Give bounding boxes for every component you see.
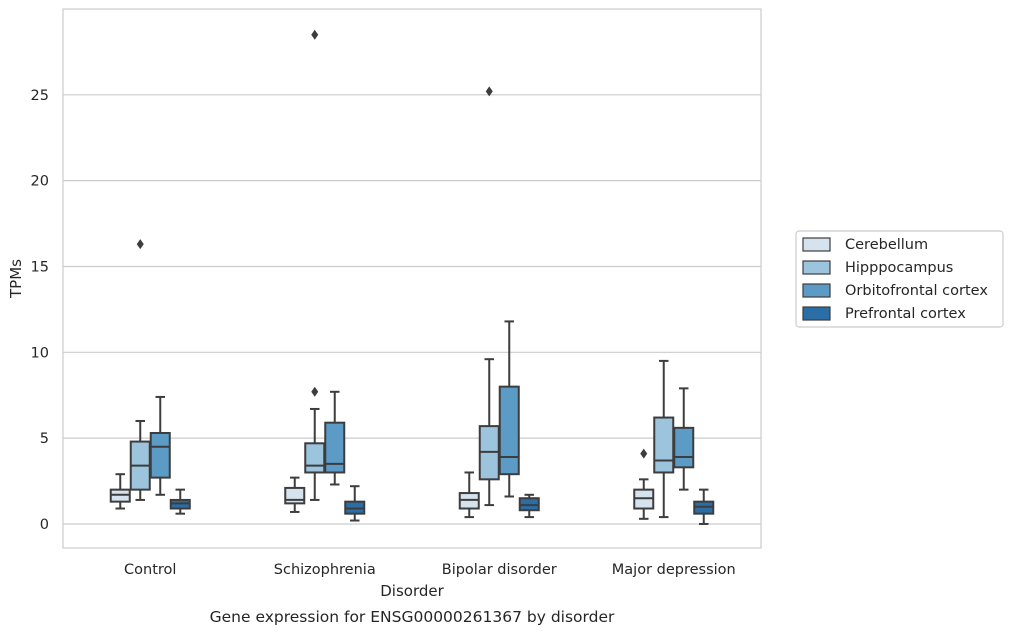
box-plot [129,239,151,501]
y-tick-label: 5 [40,431,49,447]
box-plot-groups [109,29,715,525]
box-iqr [324,421,346,474]
legend-label: Orbitofrontal cortex [845,283,988,299]
legend-swatch [802,306,831,321]
legend-swatch [802,237,831,252]
box-iqr [673,426,695,469]
y-tick-label: 20 [31,174,49,190]
legend-item: Hipppocampus [802,260,953,276]
box-plot [633,448,655,520]
x-tick-label: Bipolar disorder [442,562,557,578]
box-plot [284,476,306,513]
box-plot [693,488,715,525]
x-tick-label: Control [124,562,176,578]
legend-label: Prefrontal cortex [845,306,966,322]
box-plot [324,390,346,486]
box-iqr [653,416,675,474]
box-plot [498,320,520,498]
legend-swatch [802,283,831,298]
outlier-marker [311,29,319,40]
outlier-marker [640,448,648,459]
box-plot [478,86,500,507]
grid-lines [63,94,761,525]
outlier-marker [485,86,493,97]
legend: Cerebellum Hipppocampus Orbitofrontal cort… [795,230,1004,328]
box-plot [109,473,131,510]
y-axis-label: TPMs [7,259,25,299]
box-iqr [284,486,306,505]
x-axis-label: Disorder [380,582,444,600]
x-axis-ticks: Control Schizophrenia Bipolar disorder Majo… [124,562,736,578]
box-plot [673,387,695,491]
box-iqr [498,385,520,476]
y-axis-ticks: 0 5 10 15 20 25 [31,88,49,533]
box-iqr [149,431,171,479]
box-plot [344,485,366,522]
legend-item: Cerebellum [802,237,928,253]
outlier-marker [136,239,144,250]
legend-swatch [802,260,831,275]
outlier-marker [311,386,319,397]
legend-label: Cerebellum [845,237,928,253]
box-plot [304,29,326,501]
box-plot [169,488,191,515]
legend-item: Prefrontal cortex [802,306,966,322]
y-tick-label: 25 [31,88,49,104]
series-group [149,320,695,498]
series-group [169,485,715,525]
y-tick-label: 0 [40,517,49,533]
box-iqr [304,442,326,474]
box-plot [518,493,540,519]
box-plot [653,359,675,519]
legend-frame [795,230,1004,328]
legend-label: Hipppocampus [845,260,953,276]
series-group [129,29,675,519]
figure-caption: Gene expression for ENSG00000261367 by d… [210,608,615,626]
x-tick-label: Schizophrenia [274,562,376,578]
x-tick-label: Major depression [612,562,736,578]
box-plot [149,395,171,496]
y-tick-label: 15 [31,259,49,275]
series-group [109,448,655,520]
legend-item: Orbitofrontal cortex [802,283,988,299]
box-plot [458,471,480,519]
y-tick-label: 10 [31,345,49,361]
plot-frame [62,8,762,549]
